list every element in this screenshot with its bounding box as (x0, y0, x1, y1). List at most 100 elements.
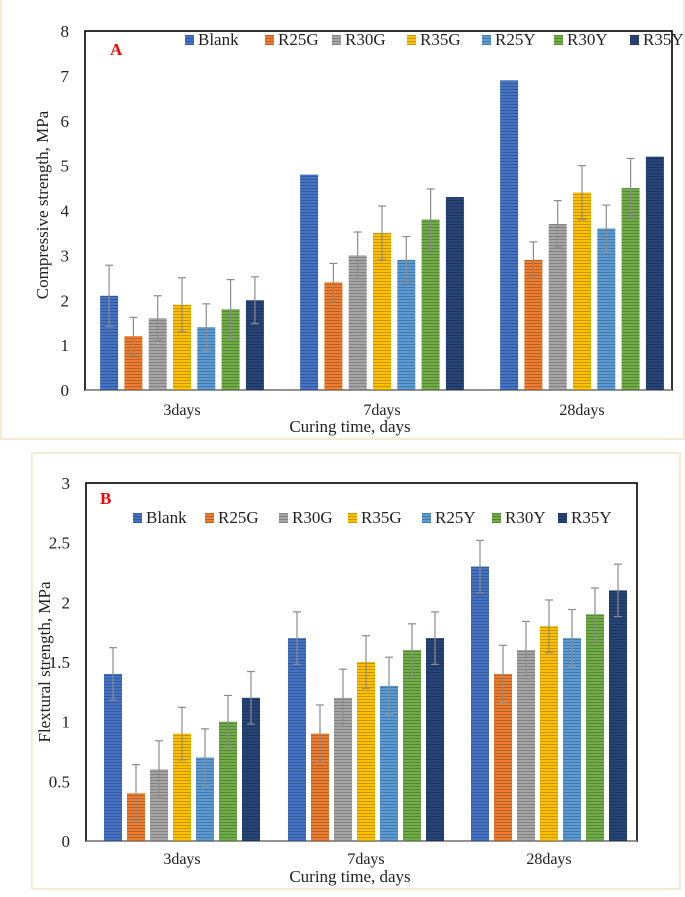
panel-label: A (110, 40, 123, 59)
legend-swatch-r35y (630, 35, 639, 45)
legend-swatch-r30y (554, 35, 563, 45)
legend-label-r35g: R35G (420, 30, 461, 49)
bar-r25y-7days (380, 685, 398, 841)
bar-r30g-28days (548, 223, 567, 390)
legend-label-r35y: R35Y (571, 508, 612, 527)
category-label: 7days (363, 402, 400, 419)
bar-blank-28days (471, 566, 489, 841)
y-tick-label: 0.5 (49, 772, 70, 791)
bar-r30y-7days (403, 650, 421, 841)
legend-swatch-r30g (279, 513, 288, 523)
y-tick-label: 1 (61, 336, 70, 355)
bar-r25y-3days (197, 327, 216, 390)
legend-label-r30g: R30G (292, 508, 333, 527)
bar-r35g-28days (573, 192, 591, 390)
bar-r35y-7days (445, 197, 464, 390)
category-label: 3days (163, 851, 200, 868)
bar-r30g-7days (334, 697, 352, 841)
legend-swatch-r25g (205, 513, 214, 523)
y-tick-label: 0 (62, 832, 71, 851)
legend-label-blank: Blank (146, 508, 187, 527)
bar-r35g-28days (540, 626, 558, 841)
y-tick-label: 2.5 (49, 534, 70, 553)
y-axis-title: Compressive strength, MPa (33, 110, 52, 299)
legend-label-r25g: R25G (218, 508, 259, 527)
bar-r25g-7days (324, 282, 343, 390)
bar-r35y-3days (245, 300, 264, 390)
y-tick-label: 3 (62, 474, 71, 493)
legend-swatch-r30y (492, 513, 501, 523)
flexural-strength-chart: 0 0.5 1 1.5 2 2.5 3 3days 7days 28days Blank R25G R3… (35, 474, 638, 886)
bar-r35g-7days (357, 662, 375, 841)
legend-swatch-r25y (422, 513, 431, 523)
bar-r35g-7days (373, 232, 391, 390)
bar-r30y-3days (221, 309, 240, 390)
bar-r30y-3days (219, 721, 237, 841)
category-label: 28days (526, 851, 571, 868)
chart-panel-a: 0 1 2 3 4 5 6 7 8 3days 7days 28days Blank R25G R30G R3… (0, 0, 685, 440)
bar-r30y-28days (621, 188, 640, 390)
y-tick-label: 2 (62, 593, 71, 612)
bar-blank-7days (288, 638, 306, 841)
bar-r25y-28days (563, 638, 581, 841)
bar-r30g-28days (517, 650, 535, 841)
bar-r30y-28days (586, 614, 604, 841)
y-tick-label: 2 (61, 291, 70, 310)
bar-r25g-28days (524, 259, 543, 390)
bar-r30g-7days (348, 255, 367, 390)
x-axis-title: Curing time, days (289, 867, 410, 886)
bar-r25y-28days (597, 228, 616, 390)
legend-swatch-r25g (265, 35, 274, 45)
y-tick-label: 1 (62, 713, 71, 732)
bar-r35y-3days (242, 697, 260, 841)
bar-r25g-7days (311, 733, 329, 841)
legend-label-blank: Blank (198, 30, 239, 49)
legend-swatch-r35g (407, 35, 416, 45)
legend-swatch-blank (185, 35, 194, 45)
category-label: 7days (347, 851, 384, 868)
bar-r25y-3days (196, 757, 214, 841)
compressive-strength-chart: 0 1 2 3 4 5 6 7 8 3days 7days 28days Blank R25G R30G R3… (33, 22, 684, 436)
legend-swatch-r35y (558, 513, 567, 523)
bar-r35y-28days (609, 590, 627, 841)
y-tick-label: 4 (61, 202, 70, 221)
y-tick-label: 0 (61, 381, 70, 400)
bar-r25g-28days (494, 673, 512, 841)
panel-label: B (100, 489, 111, 508)
bar-r25y-7days (397, 259, 416, 390)
legend-label-r30y: R30Y (567, 30, 608, 49)
y-tick-label: 7 (61, 67, 70, 86)
y-tick-label: 6 (61, 112, 70, 131)
bar-r35y-7days (426, 638, 444, 841)
bar-blank-28days (500, 80, 519, 391)
bar-r35g-3days (173, 304, 191, 390)
bar-r35g-3days (173, 733, 191, 841)
bar-blank-7days (300, 174, 319, 390)
legend-label-r30g: R30G (345, 30, 386, 49)
y-tick-label: 1.5 (49, 653, 70, 672)
legend-swatch-blank (133, 513, 142, 523)
y-tick-label: 5 (61, 157, 70, 176)
x-axis-title: Curing time, days (289, 417, 410, 436)
bar-r35y-28days (645, 156, 664, 390)
bar-blank-3days (104, 673, 122, 841)
legend-swatch-r30g (332, 35, 341, 45)
y-tick-label: 3 (61, 246, 70, 265)
category-label: 3days (163, 402, 200, 419)
bar-r30g-3days (150, 769, 168, 841)
bar-r30y-7days (421, 219, 440, 390)
bar-blank-3days (100, 295, 119, 390)
y-axis-title: Flextural strength, MPa (35, 581, 54, 742)
legend-swatch-r25y (482, 35, 491, 45)
legend-label-r30y: R30Y (505, 508, 546, 527)
legend-label-r25y: R25Y (495, 30, 536, 49)
chart-panel-b: 0 0.5 1 1.5 2 2.5 3 3days 7days 28days Blank R25G R3… (31, 452, 681, 890)
legend-label-r25g: R25G (278, 30, 319, 49)
bar-r30g-3days (148, 318, 167, 390)
legend-label-r35g: R35G (361, 508, 402, 527)
y-tick-label: 8 (61, 22, 70, 41)
bar-r25g-3days (124, 336, 143, 390)
legend-label-r35y: R35Y (643, 30, 684, 49)
category-label: 28days (559, 402, 604, 419)
legend-label-r25y: R25Y (435, 508, 476, 527)
